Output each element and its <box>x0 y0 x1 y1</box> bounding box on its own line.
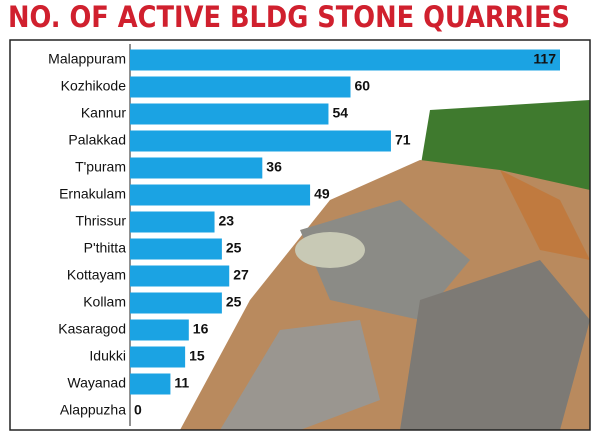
y-tick-label: Ernakulam <box>59 186 126 202</box>
bar <box>130 265 230 287</box>
bar <box>130 130 391 152</box>
value-label: 23 <box>219 213 235 229</box>
chart-frame <box>9 39 591 431</box>
value-label: 49 <box>314 186 330 202</box>
bar <box>130 157 263 179</box>
value-label: 11 <box>174 375 189 391</box>
value-label: 71 <box>395 132 411 148</box>
y-tick-label: Palakkad <box>68 132 126 148</box>
value-label: 36 <box>266 159 282 175</box>
bar <box>130 184 311 206</box>
value-label: 25 <box>226 294 242 310</box>
bar <box>130 292 222 314</box>
y-tick-label: T'puram <box>75 159 126 175</box>
y-tick-label: Wayanad <box>67 375 126 391</box>
y-tick-label: Idukki <box>89 348 126 364</box>
y-tick-label: Thrissur <box>75 213 126 229</box>
bar <box>130 319 189 341</box>
y-tick-label: Kannur <box>81 105 126 121</box>
bar <box>130 346 186 368</box>
value-label: 27 <box>233 267 249 283</box>
quarry-photo <box>180 100 590 430</box>
value-label: 15 <box>189 348 205 364</box>
chart-title: NO. OF ACTIVE BLDG STONE QUARRIES <box>8 0 570 34</box>
value-label: 25 <box>226 240 242 256</box>
bar <box>130 238 222 260</box>
value-label: 16 <box>193 321 209 337</box>
bar <box>130 103 329 125</box>
value-label: 0 <box>134 402 142 418</box>
y-tick-label: Kottayam <box>67 267 126 283</box>
value-label: 54 <box>332 105 348 121</box>
y-tick-label: Kasaragod <box>58 321 126 337</box>
value-label: 60 <box>355 78 371 94</box>
y-tick-label: Malappuram <box>48 51 126 67</box>
bar <box>130 373 171 395</box>
y-tick-label: Kollam <box>83 294 126 310</box>
bar <box>130 76 351 98</box>
y-tick-label: P'thitta <box>84 240 127 256</box>
bar <box>130 49 560 71</box>
y-tick-label: Kozhikode <box>61 78 127 94</box>
y-tick-label: Alappuzha <box>60 402 126 418</box>
bar <box>130 211 215 233</box>
value-label: 117 <box>533 51 556 67</box>
